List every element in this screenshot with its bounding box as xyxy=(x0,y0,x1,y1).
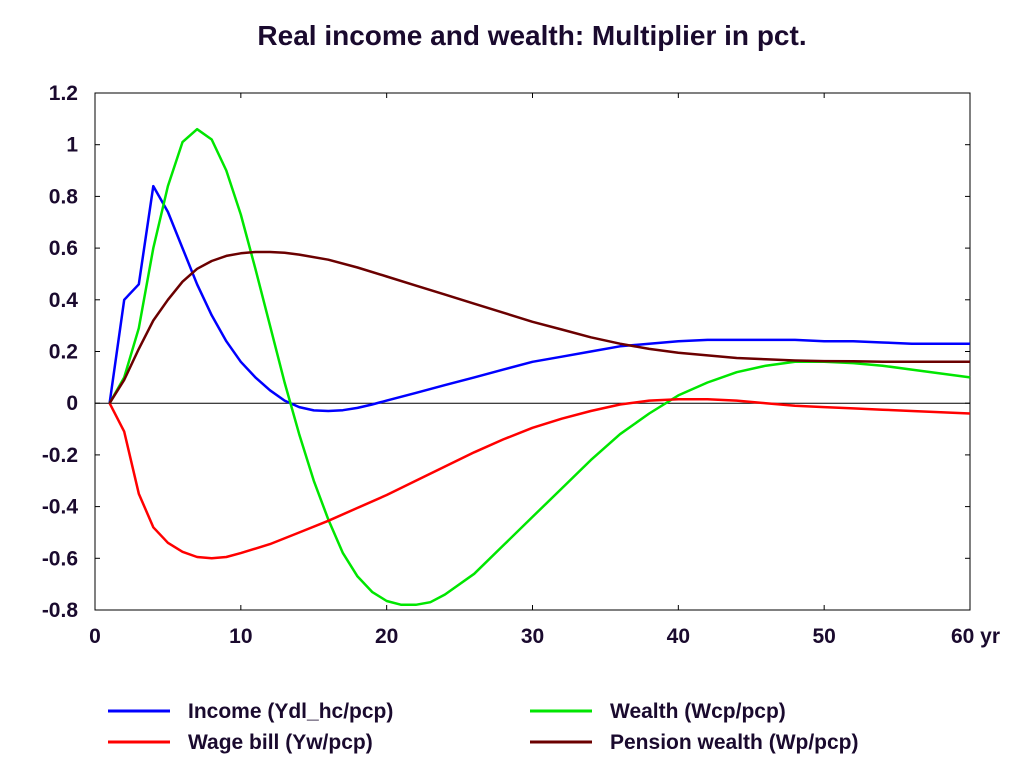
y-tick-label: 0.6 xyxy=(49,237,78,260)
x-tick-label: 60 yr xyxy=(951,625,1000,648)
y-tick-label: -0.4 xyxy=(42,496,79,519)
y-tick-label: -0.8 xyxy=(42,599,79,622)
legend-label: Pension wealth (Wp/pcp) xyxy=(610,731,859,754)
y-tick-label: -0.2 xyxy=(42,444,78,467)
x-tick-label: 40 xyxy=(667,625,690,648)
x-tick-label: 30 xyxy=(521,625,544,648)
y-tick-label: 0.2 xyxy=(49,341,78,364)
x-tick-label: 20 xyxy=(375,625,398,648)
tick-labels: -0.8 -0.6 -0.4 -0.2 0 0.2 0.4 0.6 0.8 1 1.2 0 10 20 30… xyxy=(42,82,1000,648)
series-lines xyxy=(108,127,971,607)
x-tick-label: 50 xyxy=(812,625,835,648)
series-line-4 xyxy=(108,250,970,404)
series-line-1 xyxy=(108,184,970,413)
chart-title: Real income and wealth: Multiplier in pc… xyxy=(257,20,807,51)
y-tick-label: 0 xyxy=(66,392,78,415)
y-tick-label: 1 xyxy=(66,134,78,157)
y-tick-label: 0.4 xyxy=(49,289,79,312)
legend: Income (Ydl_hc/pcp) Wealth (Wcp/pcp) Wage … xyxy=(108,700,859,754)
axes xyxy=(94,92,971,611)
legend-label: Wage bill (Yw/pcp) xyxy=(188,731,373,754)
legend-label: Wealth (Wcp/pcp) xyxy=(610,700,786,723)
y-tick-label: 1.2 xyxy=(49,82,78,105)
x-tick-label: 0 xyxy=(89,625,101,648)
series-line-2 xyxy=(108,127,971,607)
x-tick-label: 10 xyxy=(229,625,252,648)
y-tick-label: -0.6 xyxy=(42,547,78,570)
series-line-3 xyxy=(108,398,971,560)
legend-label: Income (Ydl_hc/pcp) xyxy=(188,700,393,723)
y-tick-label: 0.8 xyxy=(49,185,79,208)
